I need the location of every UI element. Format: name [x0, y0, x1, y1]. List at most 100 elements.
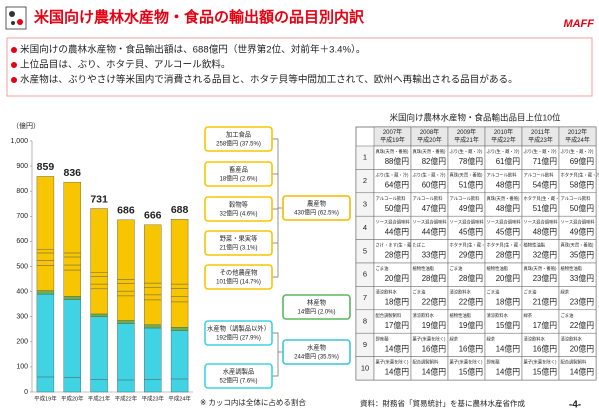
- y-tick-label: 1,000: [10, 138, 28, 145]
- table-header-year: 2011年: [531, 128, 550, 136]
- bar-segment: [63, 256, 81, 266]
- table-value: 54億円: [533, 179, 557, 189]
- legend-box-name: 林産物: [307, 298, 326, 307]
- legend-box-name: 畜産品: [229, 165, 248, 174]
- bar-segment: [144, 327, 162, 380]
- table-value: 17億円: [385, 320, 409, 330]
- total-label: 688: [171, 204, 189, 216]
- bar-segment: [144, 379, 162, 393]
- table-value: 17億円: [533, 320, 557, 330]
- bar-segment: [117, 323, 135, 381]
- table-header-era: 平成24年: [565, 136, 590, 144]
- bar-segment: [144, 324, 162, 329]
- bar-segment: [36, 248, 55, 254]
- table-value: 32億円: [533, 250, 557, 260]
- bar-segment: [117, 283, 135, 292]
- table-value: 48億円: [533, 226, 557, 236]
- table-rank: 7: [363, 293, 367, 302]
- bar-segment: [90, 208, 108, 273]
- y-tick-label: 200: [16, 339, 28, 346]
- legend-box-name: 野菜・果実等: [220, 234, 258, 243]
- table-value: 33億円: [422, 250, 446, 260]
- table-item: 植物性油脂: [413, 265, 435, 272]
- page-number: -4-: [569, 400, 581, 411]
- table-value: 29億円: [459, 250, 483, 260]
- table-value: 14億円: [385, 367, 409, 377]
- table-value: 33億円: [570, 273, 594, 283]
- table-value: 14億円: [422, 367, 446, 377]
- table-item: 清涼飲料水: [487, 312, 509, 319]
- table-rank: 1: [363, 153, 367, 162]
- table-header-year: 2009年: [457, 128, 476, 136]
- bar-segment: [170, 288, 189, 297]
- table-item: ごま油: [376, 265, 389, 272]
- legend-box-value: 258億円 (37.5%): [216, 140, 261, 148]
- bar-segment: [36, 176, 55, 250]
- y-tick-label: 900: [16, 163, 28, 170]
- table-item: 清涼飲料水: [450, 289, 472, 296]
- table-item: 菓子(米菓を除く): [450, 359, 484, 366]
- table-item: アルコール飲料: [413, 195, 444, 202]
- table-item: 植物性油脂: [450, 312, 472, 319]
- legend-box: [204, 320, 273, 346]
- bar-segment: [63, 269, 81, 297]
- y-tick-label: 800: [16, 188, 28, 195]
- bar-segment: [63, 264, 81, 271]
- group-box-value: 430億円 (62.5%): [294, 209, 339, 217]
- legend-box-value: 21億円 (3.1%): [219, 244, 257, 252]
- table-value: 50億円: [570, 203, 594, 213]
- bar-segment: [170, 283, 189, 289]
- legend-box-name: 水産物（調製品以外）: [207, 324, 270, 333]
- table-item: ホタテ貝(生・蔵・冷): [524, 195, 566, 202]
- table-value: 15億円: [459, 367, 483, 377]
- x-tick-label: 平成22年: [115, 394, 138, 402]
- bar-segment: [170, 330, 189, 380]
- table-value: 48億円: [496, 203, 520, 213]
- bar-segment: [170, 296, 189, 303]
- bar-segment: [170, 301, 189, 328]
- table-item: ぶり(生・蔵・冷): [487, 148, 521, 155]
- bar-segment: [90, 316, 108, 380]
- table-value: 23億円: [570, 296, 594, 306]
- table-item: ぶり(生・蔵・冷): [376, 172, 410, 179]
- table-header-year: 2010年: [494, 128, 513, 136]
- table-value: 22億円: [459, 296, 483, 306]
- table-item: ホタテ貝(生・蔵・冷): [561, 172, 599, 179]
- total-label: 836: [63, 167, 81, 179]
- bar-segment: [63, 181, 81, 254]
- table-value: 14億円: [385, 343, 409, 353]
- summary-box: [6, 37, 593, 97]
- bar-segment: [36, 293, 55, 378]
- table-value: 16億円: [459, 343, 483, 353]
- bar-segment: [90, 313, 108, 317]
- table-item: 菓子(米菓を除く): [524, 359, 558, 366]
- legend-box-name: 加工食品: [226, 130, 251, 139]
- table-value: 15億円: [496, 320, 520, 330]
- table-item: たばこ: [413, 242, 426, 249]
- bar-segment: [36, 290, 55, 295]
- table-item: ソース混合調味料: [450, 218, 485, 225]
- bar-segment: [117, 320, 135, 324]
- table-value: 51億円: [533, 203, 557, 213]
- table-rank: 2: [363, 176, 367, 185]
- table-item: 植物性油脂: [524, 242, 546, 249]
- table-value: 22億円: [422, 296, 446, 306]
- table-value: 51億円: [459, 179, 483, 189]
- table-rank: 4: [363, 223, 367, 232]
- table-item: 植物性油脂: [487, 265, 509, 272]
- table-item: ごま油: [524, 289, 537, 296]
- table-value: 28億円: [422, 273, 446, 283]
- table-item: 緑茶: [450, 335, 459, 341]
- table-value: 21億円: [533, 296, 557, 306]
- table-header-year: 2007年: [383, 128, 402, 136]
- table-rank: 8: [363, 316, 367, 325]
- bar-segment: [144, 287, 162, 296]
- table-value: 47億円: [422, 203, 446, 213]
- bar-segment: [90, 276, 108, 285]
- table-item: 清涼飲料水: [524, 335, 546, 342]
- table-value: 19億円: [459, 320, 483, 330]
- bar-segment: [90, 283, 108, 290]
- table-value: 49億円: [459, 203, 483, 213]
- y-tick-label: 600: [16, 238, 28, 245]
- bar-segment: [144, 294, 162, 301]
